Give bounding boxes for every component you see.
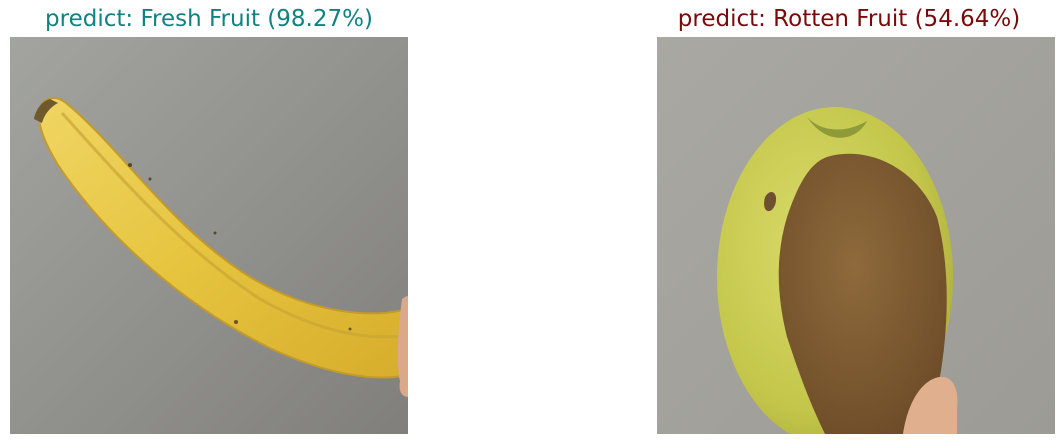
rotten-apple-photo (657, 37, 1055, 434)
banana-photo (10, 37, 408, 434)
right-prediction-title: predict: Rotten Fruit (54.64%) (677, 6, 1021, 32)
left-prediction-title: predict: Fresh Fruit (98.27%) (45, 6, 373, 32)
